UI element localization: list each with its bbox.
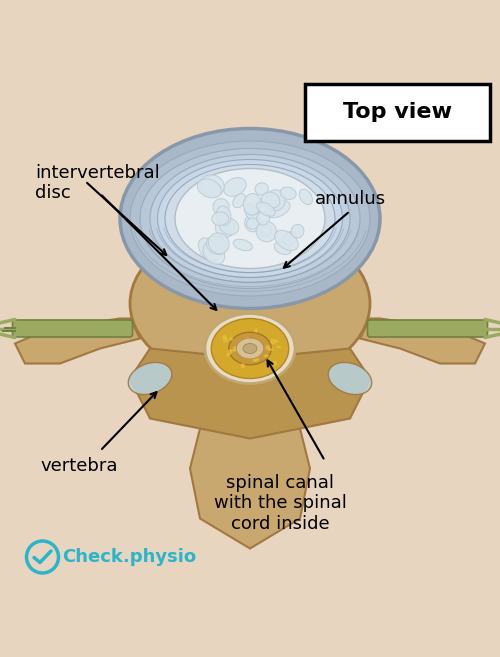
Ellipse shape <box>226 353 230 356</box>
FancyBboxPatch shape <box>305 83 490 141</box>
Ellipse shape <box>256 221 276 242</box>
Ellipse shape <box>212 212 228 225</box>
Ellipse shape <box>158 160 342 277</box>
Ellipse shape <box>120 129 380 309</box>
Ellipse shape <box>130 141 370 296</box>
Ellipse shape <box>216 218 234 238</box>
Ellipse shape <box>258 224 272 237</box>
Polygon shape <box>130 348 370 438</box>
Ellipse shape <box>270 338 276 344</box>
Ellipse shape <box>236 348 242 352</box>
Ellipse shape <box>233 239 252 251</box>
Ellipse shape <box>150 154 350 283</box>
Ellipse shape <box>274 242 291 255</box>
FancyBboxPatch shape <box>368 320 488 337</box>
FancyBboxPatch shape <box>12 320 132 337</box>
Ellipse shape <box>228 337 233 341</box>
Ellipse shape <box>140 148 360 288</box>
Text: vertebra: vertebra <box>40 457 117 475</box>
Ellipse shape <box>224 177 246 196</box>
Ellipse shape <box>244 193 261 215</box>
Ellipse shape <box>276 340 278 343</box>
Ellipse shape <box>216 206 231 225</box>
Ellipse shape <box>274 231 298 250</box>
Ellipse shape <box>256 202 275 216</box>
Text: Top view: Top view <box>343 102 452 122</box>
Ellipse shape <box>252 356 259 362</box>
Ellipse shape <box>291 225 304 238</box>
Ellipse shape <box>208 233 229 254</box>
Ellipse shape <box>254 328 258 332</box>
Ellipse shape <box>211 319 289 378</box>
Ellipse shape <box>265 200 290 217</box>
Polygon shape <box>15 319 140 363</box>
Ellipse shape <box>222 335 227 340</box>
Ellipse shape <box>198 179 222 198</box>
Text: Check.physio: Check.physio <box>62 548 196 566</box>
Ellipse shape <box>240 347 244 352</box>
Ellipse shape <box>228 350 232 355</box>
Ellipse shape <box>175 168 325 269</box>
Ellipse shape <box>198 238 219 261</box>
Ellipse shape <box>256 212 270 225</box>
Ellipse shape <box>284 232 296 246</box>
Ellipse shape <box>272 361 277 366</box>
Ellipse shape <box>206 236 227 254</box>
Ellipse shape <box>165 164 335 273</box>
Polygon shape <box>360 319 485 363</box>
Text: annulus: annulus <box>315 189 386 208</box>
Ellipse shape <box>244 215 262 232</box>
Ellipse shape <box>256 347 260 349</box>
Ellipse shape <box>246 337 250 342</box>
Ellipse shape <box>255 183 268 195</box>
Ellipse shape <box>130 223 370 384</box>
Ellipse shape <box>229 332 271 365</box>
Ellipse shape <box>220 217 238 235</box>
Ellipse shape <box>276 346 281 348</box>
Polygon shape <box>190 388 310 549</box>
Text: spinal canal
with the spinal
cord inside: spinal canal with the spinal cord inside <box>214 474 346 533</box>
Ellipse shape <box>200 175 224 196</box>
Ellipse shape <box>280 187 296 200</box>
Ellipse shape <box>213 198 229 215</box>
Ellipse shape <box>233 346 239 351</box>
Ellipse shape <box>236 338 264 359</box>
Ellipse shape <box>233 194 245 208</box>
Ellipse shape <box>266 345 270 350</box>
Ellipse shape <box>244 204 258 220</box>
Ellipse shape <box>243 344 257 353</box>
Ellipse shape <box>300 189 312 204</box>
Ellipse shape <box>246 218 259 229</box>
Ellipse shape <box>266 190 285 211</box>
Ellipse shape <box>234 347 240 352</box>
Ellipse shape <box>128 363 172 395</box>
Ellipse shape <box>205 313 295 384</box>
Ellipse shape <box>258 348 262 351</box>
Ellipse shape <box>328 363 372 395</box>
Ellipse shape <box>241 363 245 369</box>
Text: intervertebral
disc: intervertebral disc <box>35 164 160 202</box>
Ellipse shape <box>229 350 236 351</box>
Ellipse shape <box>264 354 269 357</box>
Ellipse shape <box>262 192 280 208</box>
Ellipse shape <box>244 353 250 356</box>
Polygon shape <box>15 326 130 331</box>
Ellipse shape <box>268 348 274 351</box>
Ellipse shape <box>203 242 224 264</box>
Ellipse shape <box>223 338 228 342</box>
